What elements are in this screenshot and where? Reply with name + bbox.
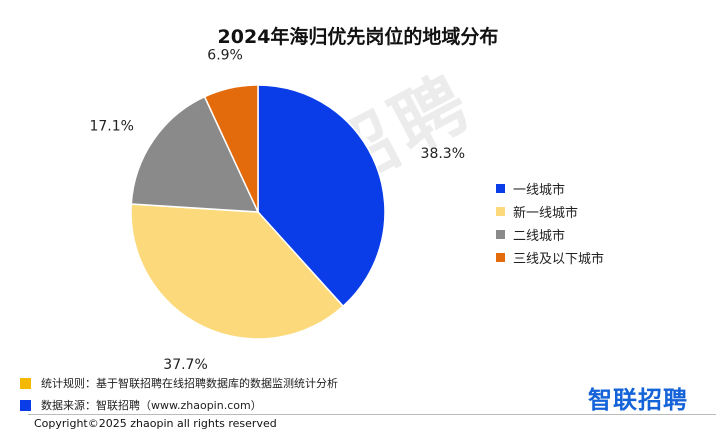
legend-label: 二线城市	[513, 229, 566, 244]
legend-swatch	[496, 253, 505, 262]
legend-label: 一线城市	[513, 183, 566, 198]
pie-slice	[257, 84, 386, 308]
chart-title: 2024年海归优先岗位的地域分布	[217, 26, 499, 48]
note-source: 数据来源：智联招聘（www.zhaopin.com）	[20, 394, 338, 416]
slice-label: 37.7%	[163, 357, 207, 373]
brand-logo: 智联招聘	[588, 386, 688, 414]
legend-swatch	[496, 230, 505, 239]
legend: 一线城市 新一线城市 二线城市 三线及以下城市	[496, 177, 604, 269]
copyright: Copyright©2025 zhaopin all rights reserv…	[34, 417, 277, 430]
notes: 统计规则：基于智联招聘在线招聘数据库的数据监测统计分析 数据来源：智联招聘（ww…	[20, 372, 338, 416]
pie-slice	[130, 203, 345, 340]
legend-swatch	[496, 184, 505, 193]
note-swatch	[20, 399, 31, 411]
pie-slice	[203, 84, 259, 213]
footer-divider	[28, 414, 716, 415]
note-text: 数据来源：智联招聘（www.zhaopin.com）	[41, 399, 262, 412]
slice-label: 6.9%	[207, 48, 243, 64]
note-text: 统计规则：基于智联招聘在线招聘数据库的数据监测统计分析	[41, 377, 338, 390]
legend-label: 三线及以下城市	[513, 252, 605, 267]
legend-item: 一线城市	[496, 177, 604, 200]
legend-item: 新一线城市	[496, 200, 604, 223]
legend-label: 新一线城市	[513, 206, 579, 221]
legend-swatch	[496, 207, 505, 216]
slice-label: 17.1%	[89, 119, 133, 135]
note-rule: 统计规则：基于智联招聘在线招聘数据库的数据监测统计分析	[20, 372, 338, 394]
slice-label: 38.3%	[421, 146, 465, 162]
legend-item: 三线及以下城市	[496, 246, 604, 269]
legend-item: 二线城市	[496, 223, 604, 246]
pie-slice	[130, 95, 260, 213]
note-swatch	[20, 377, 31, 389]
